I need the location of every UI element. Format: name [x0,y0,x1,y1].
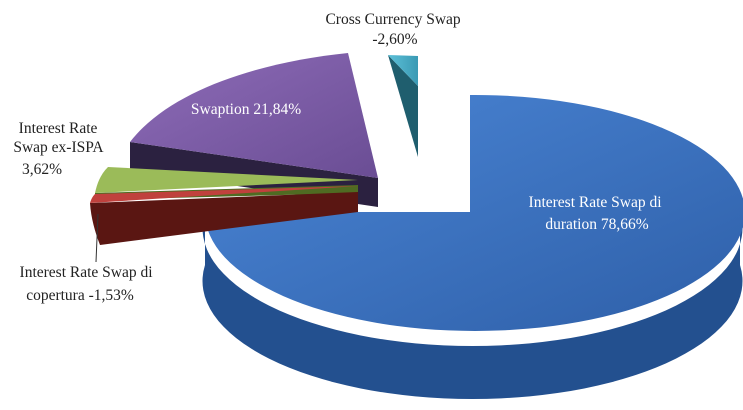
label-irs-copertura: Interest Rate Swap di copertura -1,53% [20,264,157,304]
label-irs-ex-ispa: Interest Rate Swap ex-ISPA 3,62% [13,120,106,178]
slice-ccs-top [388,55,418,86]
label-irs-duration-line-2: duration 78,66% [545,216,648,233]
label-ccs-line-1: Cross Currency Swap [325,11,460,28]
slice-irs-duration-side [202,212,743,400]
slice-irs-copertura-side [90,192,358,245]
label-irs-duration: Interest Rate Swap di duration 78,66% [529,194,666,233]
label-irs-copertura-line-1: Interest Rate Swap di [20,264,154,281]
leader-line-copertura [95,213,99,263]
label-swaption-line-1: Swaption 21,84% [191,101,301,118]
label-irs-ex-ispa-line-2: Swap ex-ISPA [13,139,104,156]
slice-irs-duration [202,94,743,400]
slice-swaption-top [130,53,378,178]
slice-ccs-side [388,55,418,157]
label-irs-ex-ispa-line-1: Interest Rate [19,120,98,137]
label-swaption: Swaption 21,84% [191,101,301,118]
label-cross-currency-swap: Cross Currency Swap -2,60% [325,11,464,48]
slice-irs-copertura-top [90,186,358,203]
label-ccs-line-2: -2,60% [372,31,417,48]
label-irs-copertura-line-2: copertura -1,53% [26,287,134,304]
slice-irs-copertura [90,186,358,245]
slice-cross-currency-swap [388,55,418,157]
label-irs-ex-ispa-line-3: 3,62% [22,161,62,178]
slice-irs-duration-top [204,94,743,331]
slice-irs-ex-ispa-top [95,167,358,193]
label-irs-duration-line-1: Interest Rate Swap di [529,194,663,211]
